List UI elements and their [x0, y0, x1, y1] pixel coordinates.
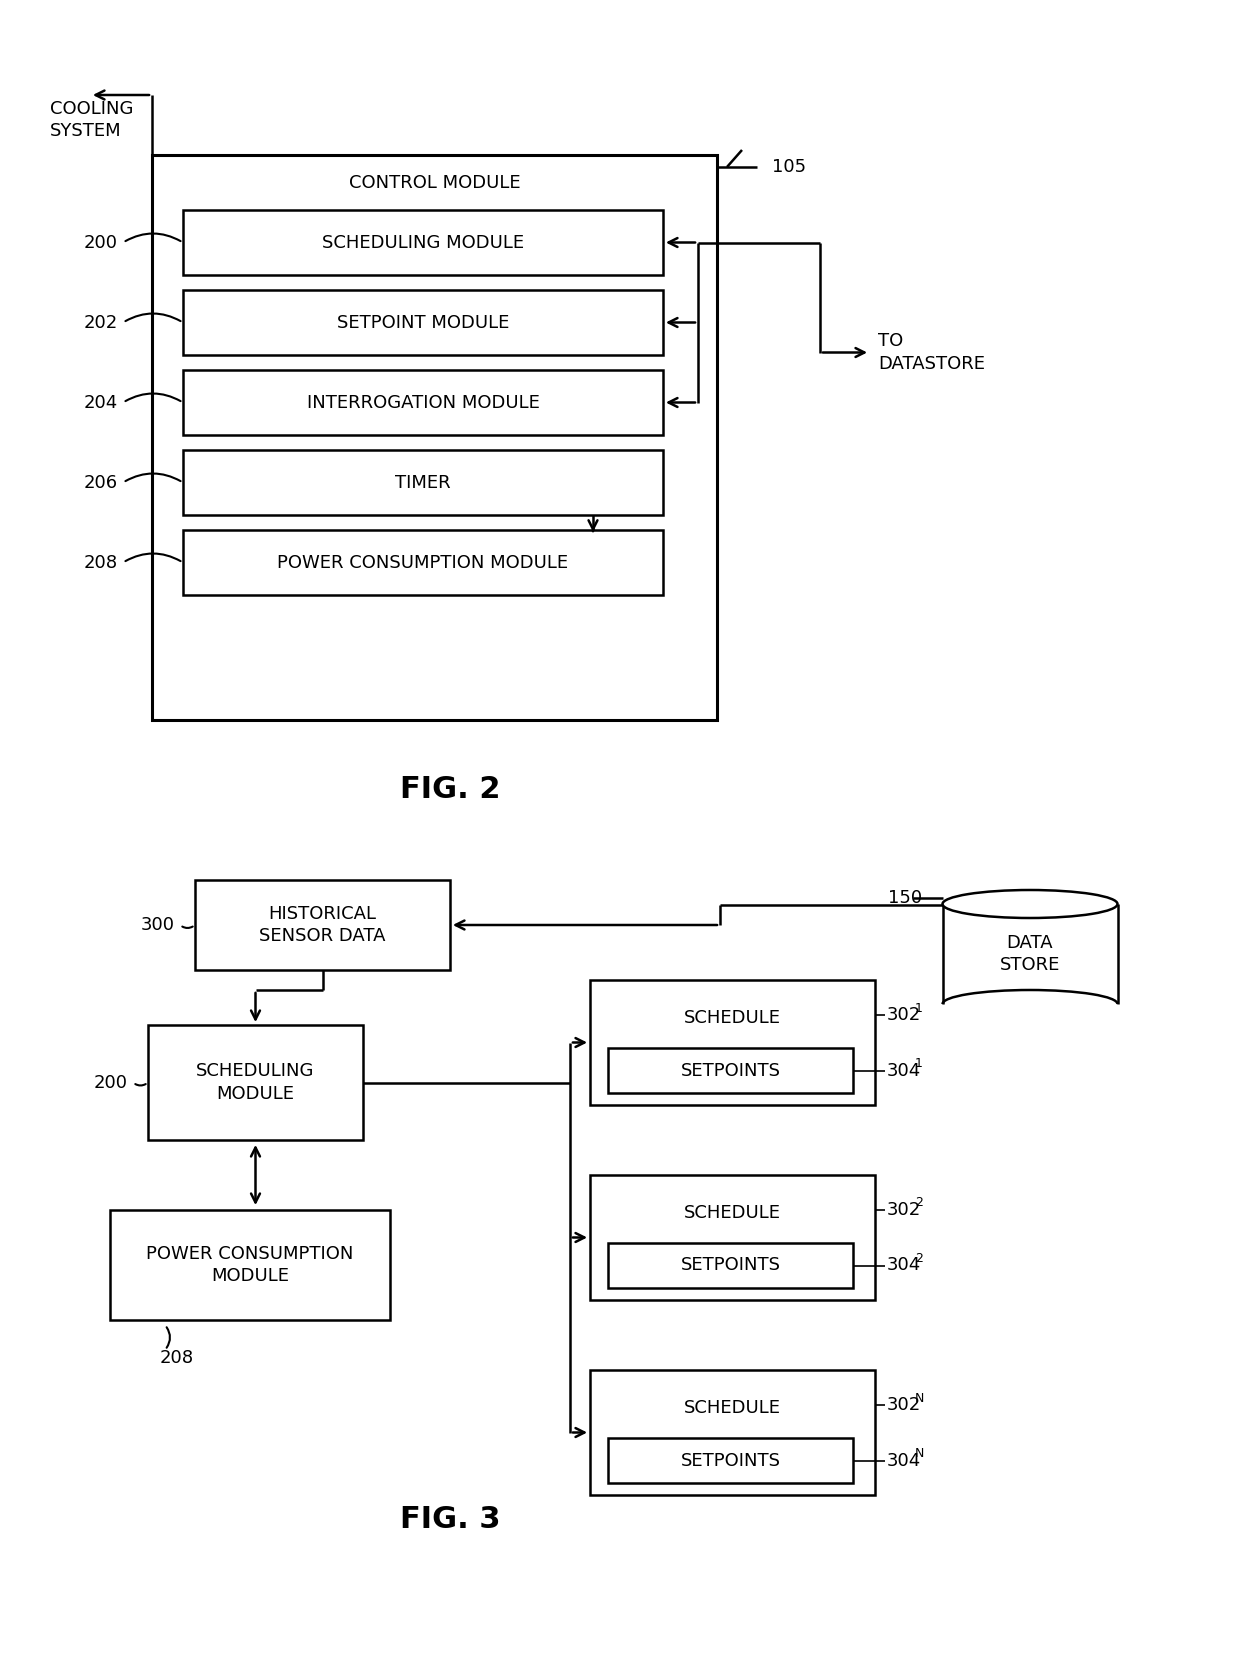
Text: SCHEDULE: SCHEDULE	[684, 1204, 781, 1223]
Text: 204: 204	[84, 394, 118, 412]
Text: POWER CONSUMPTION
MODULE: POWER CONSUMPTION MODULE	[146, 1245, 353, 1285]
Bar	[184, 209, 663, 275]
Bar	[608, 1243, 853, 1288]
Text: SCHEDULE: SCHEDULE	[684, 1008, 781, 1027]
Bar	[590, 1174, 875, 1300]
Text: 208: 208	[84, 553, 118, 571]
Text: SETPOINTS: SETPOINTS	[681, 1256, 780, 1275]
Text: 1: 1	[915, 1057, 923, 1070]
Text: SCHEDULING
MODULE: SCHEDULING MODULE	[196, 1062, 315, 1102]
Text: 302: 302	[887, 1201, 921, 1219]
Text: DATA
STORE: DATA STORE	[999, 935, 1060, 975]
Text: 208: 208	[160, 1348, 195, 1367]
Bar	[184, 451, 663, 514]
Text: 200: 200	[84, 233, 118, 251]
Text: 304: 304	[887, 1062, 921, 1079]
Text: TIMER: TIMER	[396, 474, 451, 491]
Bar	[195, 879, 450, 970]
Text: 202: 202	[84, 313, 118, 332]
Text: FIG. 3: FIG. 3	[399, 1506, 500, 1534]
Text: N: N	[915, 1447, 924, 1461]
Text: SETPOINTS: SETPOINTS	[681, 1062, 780, 1079]
Text: 2: 2	[915, 1196, 923, 1209]
Text: 304: 304	[887, 1256, 921, 1275]
Text: 302: 302	[887, 1007, 921, 1023]
Text: FIG. 2: FIG. 2	[399, 776, 500, 804]
Text: 206: 206	[84, 474, 118, 491]
Text: INTERROGATION MODULE: INTERROGATION MODULE	[306, 394, 539, 412]
Text: 302: 302	[887, 1395, 921, 1414]
Bar	[590, 980, 875, 1106]
Ellipse shape	[942, 889, 1117, 918]
Text: 2: 2	[915, 1251, 923, 1265]
Text: SETPOINTS: SETPOINTS	[681, 1452, 780, 1469]
Text: COOLING
SYSTEM: COOLING SYSTEM	[50, 100, 134, 141]
Bar	[184, 290, 663, 355]
Text: 300: 300	[141, 916, 175, 935]
Bar	[148, 1025, 363, 1141]
Text: 1: 1	[915, 1002, 923, 1015]
Text: SCHEDULING MODULE: SCHEDULING MODULE	[322, 233, 525, 251]
Bar	[110, 1209, 391, 1320]
Text: SETPOINT MODULE: SETPOINT MODULE	[337, 313, 510, 332]
Text: 150: 150	[888, 889, 921, 906]
Text: POWER CONSUMPTION MODULE: POWER CONSUMPTION MODULE	[278, 553, 569, 571]
Bar	[153, 156, 717, 720]
Text: SCHEDULE: SCHEDULE	[684, 1399, 781, 1417]
Text: N: N	[915, 1392, 924, 1405]
Bar	[184, 370, 663, 436]
Text: 105: 105	[773, 157, 806, 176]
Bar	[590, 1370, 875, 1496]
Text: CONTROL MODULE: CONTROL MODULE	[348, 174, 521, 193]
Bar	[608, 1049, 853, 1094]
Bar	[184, 529, 663, 595]
Text: 200: 200	[94, 1074, 128, 1092]
Text: 304: 304	[887, 1452, 921, 1469]
Bar	[608, 1439, 853, 1482]
Text: TO
DATASTORE: TO DATASTORE	[878, 332, 985, 372]
Text: HISTORICAL
SENSOR DATA: HISTORICAL SENSOR DATA	[259, 905, 386, 945]
